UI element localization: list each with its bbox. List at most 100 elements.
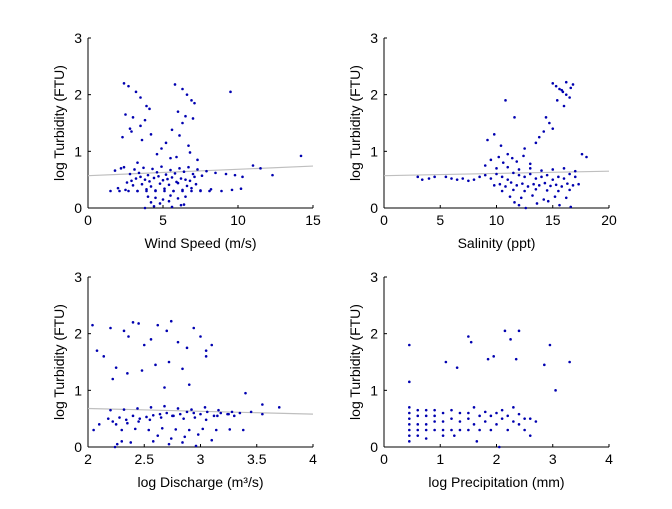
data-point (551, 168, 555, 171)
data-point (176, 110, 180, 113)
data-point (128, 172, 132, 176)
data-point (498, 182, 502, 186)
data-point (261, 403, 264, 406)
data-point (155, 152, 159, 156)
data-point (506, 165, 510, 169)
data-point (173, 172, 177, 175)
data-point (555, 99, 559, 102)
data-point (130, 179, 133, 183)
data-point (126, 421, 129, 425)
data-point (128, 127, 132, 130)
y-tick-label: 0 (74, 200, 82, 216)
y-tick-label: 2 (74, 326, 82, 342)
data-point (167, 183, 171, 187)
data-point (503, 329, 507, 333)
data-point (542, 130, 546, 133)
data-point (238, 411, 242, 415)
data-point (478, 414, 481, 418)
data-point (125, 181, 129, 184)
data-point (148, 107, 151, 111)
x-axis-label: Wind Speed (m/s) (144, 235, 256, 251)
data-point (472, 406, 476, 409)
data-point (478, 428, 481, 432)
data-point (142, 343, 146, 347)
data-point (444, 360, 448, 364)
data-point (184, 195, 187, 198)
data-point (517, 329, 521, 333)
data-point (501, 161, 505, 164)
data-point (192, 411, 196, 415)
data-point (489, 428, 493, 432)
data-point (416, 175, 420, 179)
data-point (510, 156, 514, 160)
data-point (178, 167, 181, 170)
data-point (271, 173, 274, 177)
data-point (139, 96, 142, 99)
data-point (216, 414, 219, 418)
data-point (92, 428, 95, 432)
y-axis-label: log Turbidity (FTU) (347, 304, 363, 420)
data-point (230, 188, 234, 192)
data-point (209, 188, 213, 191)
x-tick-label: 0 (84, 212, 92, 228)
data-point (523, 175, 526, 179)
y-tick-label: 3 (74, 269, 82, 285)
data-point (540, 175, 543, 179)
data-point (461, 177, 465, 180)
data-point (196, 158, 199, 162)
data-point (495, 411, 498, 415)
data-point (188, 179, 192, 183)
data-point (95, 349, 99, 352)
data-point (210, 343, 214, 347)
data-point (106, 417, 110, 420)
data-point (244, 391, 247, 395)
data-point (523, 417, 526, 420)
x-tick-label: 5 (436, 212, 444, 228)
data-point (163, 189, 166, 193)
data-point (97, 423, 101, 426)
data-point (187, 165, 190, 169)
data-point (172, 189, 175, 193)
data-point (433, 408, 436, 412)
data-point (531, 194, 534, 197)
data-point (557, 175, 560, 179)
data-point (512, 406, 515, 409)
data-point (199, 335, 202, 338)
data-point (424, 408, 428, 412)
data-point (220, 189, 223, 193)
x-tick-label: 20 (601, 212, 617, 228)
data-point (179, 177, 183, 180)
data-point (568, 96, 571, 99)
data-point (185, 410, 189, 414)
data-point (251, 164, 255, 167)
data-point (528, 167, 532, 170)
data-point (109, 408, 112, 412)
data-point (566, 182, 569, 185)
data-point (433, 428, 436, 432)
data-point (210, 438, 214, 442)
data-point (528, 172, 532, 176)
data-point (133, 427, 137, 431)
y-tick-label: 3 (370, 269, 378, 285)
data-point (214, 171, 217, 175)
data-point (183, 435, 187, 439)
data-point (140, 182, 144, 186)
data-point (526, 185, 530, 188)
x-tick-label: 2 (84, 451, 92, 467)
data-point (204, 355, 208, 358)
data-point (489, 414, 493, 418)
data-point (145, 415, 148, 419)
data-point (472, 423, 476, 426)
data-point (149, 133, 153, 136)
data-point (534, 177, 538, 180)
data-point (408, 380, 411, 384)
data-point (500, 175, 504, 179)
data-point (181, 87, 184, 91)
data-point (115, 442, 119, 446)
data-point (190, 408, 193, 411)
data-point (523, 428, 526, 432)
data-point (416, 414, 420, 418)
data-point (458, 411, 462, 415)
y-axis-label: log Turbidity (FTU) (347, 65, 363, 181)
